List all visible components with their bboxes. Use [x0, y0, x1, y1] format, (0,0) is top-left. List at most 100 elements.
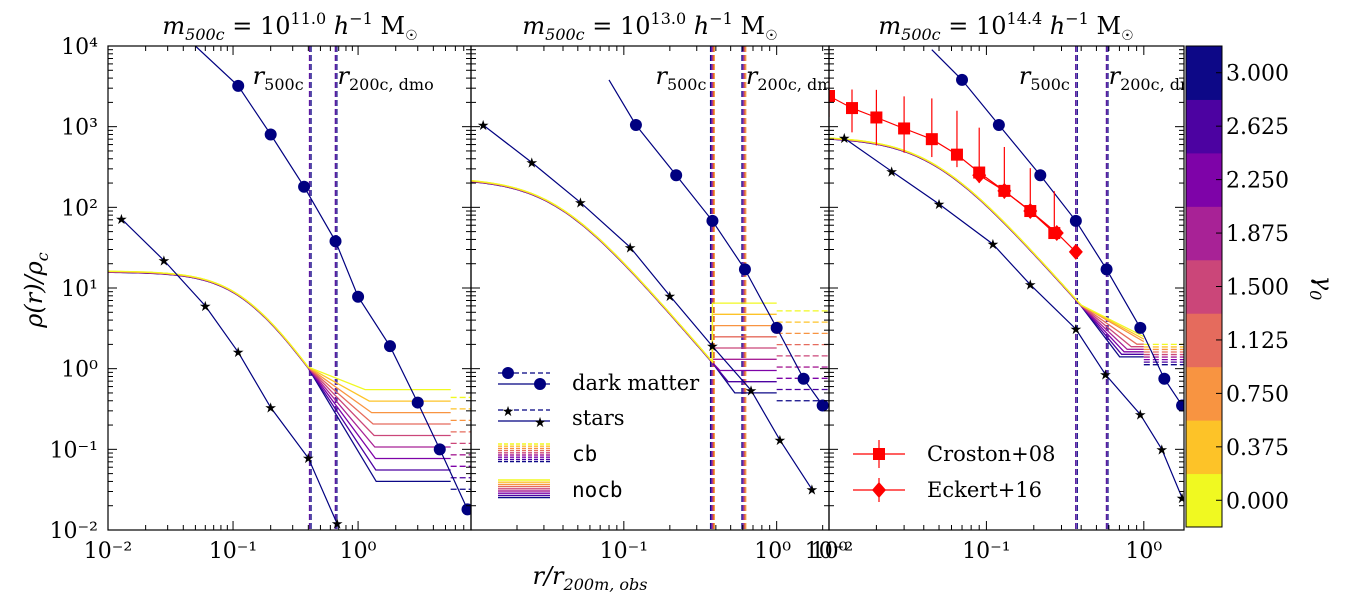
stars-point: ★ [664, 289, 677, 305]
y-tick-label: 10³ [61, 116, 98, 141]
vline-label-sub: 500c [1030, 75, 1070, 94]
gas-profile-line [471, 180, 777, 365]
legend-cb-label: cb [572, 442, 597, 466]
panel-1: r500c r200c, dmo★★★★★★★10⁻² 10⁻¹ 10⁰10⁻²10⁻… [50, 35, 472, 564]
vline-label-sub: 200c, dmo [349, 75, 434, 94]
gas-profile-line [471, 179, 777, 364]
stars-point: ★ [1176, 491, 1189, 507]
stars-point: ★ [706, 339, 719, 355]
dm-point [797, 372, 810, 385]
stars-point: ★ [302, 451, 315, 467]
croston-point [950, 148, 963, 161]
stars-line [482, 124, 813, 490]
legend-dm-marker [498, 367, 550, 390]
gas-profile-line [471, 181, 777, 394]
vline-label-main: r [1109, 62, 1122, 90]
eckert-point [1068, 243, 1083, 260]
dm-line [608, 79, 824, 406]
gas-profile-line [471, 180, 777, 364]
dm-point [1158, 372, 1171, 385]
stars-point: ★ [1155, 442, 1168, 458]
axes-frame-1 [107, 45, 472, 531]
colorbar-tick-label: 1.500 [1226, 276, 1289, 301]
vline-label-r200c: r200c, dmo [338, 62, 434, 94]
colorbar-tick-label: 2.625 [1226, 115, 1289, 140]
colorbar-tick-label: 3.000 [1226, 62, 1289, 87]
stars-point: ★ [806, 482, 819, 498]
y-tick-label: 10⁻² [50, 519, 98, 544]
gas-profile-line [108, 271, 451, 448]
legend-stars-label: stars [572, 406, 625, 430]
eckert-point [997, 182, 1012, 199]
dm-point [433, 443, 446, 456]
dm-point [816, 399, 829, 412]
dm-point [706, 214, 719, 227]
y-tick-label: 10² [61, 196, 98, 221]
colorbar-tick-label: 0.000 [1226, 489, 1289, 514]
panel-title-2: m500c = 1013.0 h−1 M☉ [522, 9, 777, 44]
x-tick-label: 10⁻¹ [600, 539, 648, 564]
dm-point [770, 321, 783, 334]
dm-point [992, 118, 1005, 131]
gas-profile-line [108, 271, 451, 471]
stars-point: ★ [331, 517, 344, 533]
stars-point: ★ [115, 212, 128, 228]
panel-3: r500c r200c, dr★★★★★★★★★★10⁻² 10⁻¹ 10⁰ [805, 45, 1189, 564]
colorbar-tick-label: 1.125 [1226, 329, 1289, 354]
dm-point [629, 118, 642, 131]
stars-point: ★ [232, 345, 245, 361]
x-tick-label: 10⁻² [84, 539, 132, 564]
dm-point [461, 503, 471, 516]
dm-point [738, 263, 751, 276]
legend-stars-marker: ★ ★ [498, 404, 550, 431]
gas-profile-line [471, 180, 777, 365]
dm-point [264, 128, 277, 141]
panel-2: r500c r200c, dmo★★★★★★★★★10⁻¹ 10⁰ 10⁰ [470, 45, 848, 564]
eckert-point [1049, 225, 1064, 242]
stars-point: ★ [624, 240, 637, 256]
vline-label-main: r [338, 62, 351, 90]
legend-nocb-marker [498, 479, 550, 499]
stars-point: ★ [264, 401, 277, 417]
colorbar-tick-label: 0.750 [1226, 382, 1289, 407]
stars-point: ★ [987, 237, 1000, 253]
plot-area-1: r500c r200c, dmo★★★★★★★ [108, 46, 471, 533]
svg-text:★: ★ [534, 415, 547, 431]
vline-label-r200c: r200c, dmo [746, 62, 842, 94]
x-tick-label: 10⁰ [1125, 539, 1162, 564]
vline-label-r500c: r500c [1019, 62, 1070, 94]
stars-point: ★ [199, 299, 212, 315]
dm-point [352, 290, 365, 303]
vline-label-sub: 500c [667, 75, 707, 94]
stars-line [843, 137, 1183, 499]
legend-nocb-label: nocb [572, 478, 623, 502]
dm-point [1176, 399, 1184, 412]
colorbar: 0.000 0.375 0.750 1.125 1.500 1.875 2.250 2.625… [1185, 45, 1289, 528]
dm-point [383, 340, 396, 353]
gas-profile-line [108, 270, 451, 391]
dm-point [1134, 321, 1147, 334]
legend-croston-marker [853, 440, 905, 468]
vline-label-main: r [746, 62, 759, 90]
x-tick-label: 10⁰ [754, 539, 791, 564]
gas-profile-line [108, 270, 451, 414]
gas-profile-line [471, 180, 777, 372]
colorbar-tick-label: 1.875 [1226, 222, 1289, 247]
vline-label-r200c: r200c, dr [1109, 62, 1188, 94]
panel-title-1: m500c = 1011.0 h−1 M☉ [162, 9, 417, 44]
stars-point: ★ [1070, 322, 1083, 338]
vline-label-main: r [655, 62, 668, 90]
x-axis-label: r/r200m, obs [533, 562, 648, 594]
y-tick-label: 10⁻¹ [50, 438, 98, 463]
dm-point [1100, 263, 1113, 276]
y-tick-label: 10⁴ [61, 35, 98, 60]
gas-profile-line [108, 271, 451, 483]
gas-profile-line [471, 180, 777, 364]
dm-point [232, 79, 245, 92]
legend-eckert-marker [853, 478, 905, 502]
plot-area-2: r500c r200c, dmo★★★★★★★★★ [471, 46, 842, 530]
x-tick-label: 10⁻¹ [962, 539, 1010, 564]
vline-label-sub: 500c [264, 75, 304, 94]
croston-point [829, 89, 835, 102]
